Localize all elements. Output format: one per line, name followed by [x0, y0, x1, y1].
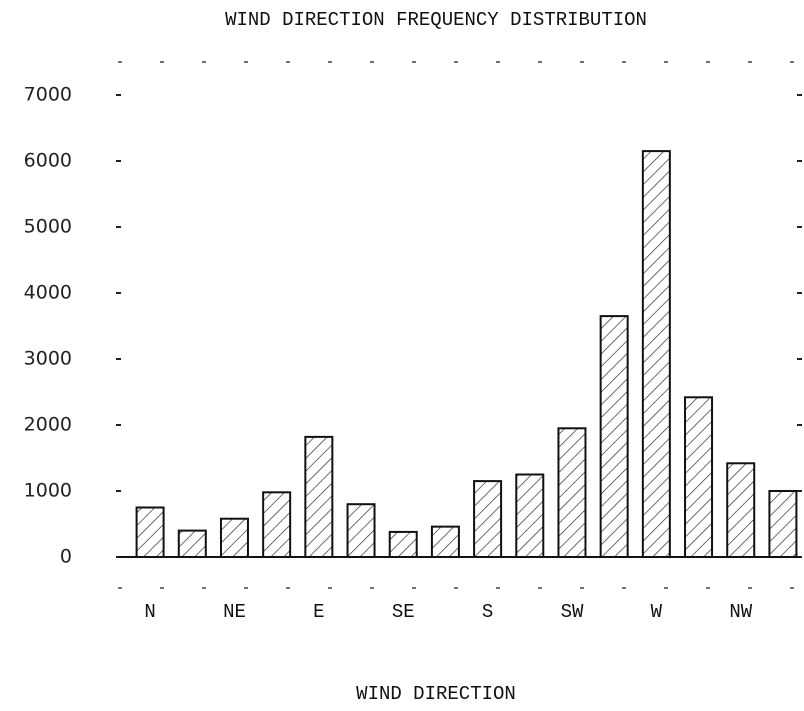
bar: [135, 506, 165, 558]
y-tick-label: 1000: [24, 480, 72, 502]
bar: [304, 435, 334, 559]
bar: [262, 491, 292, 559]
bar: [219, 517, 249, 558]
x-tick-label: NW: [729, 601, 752, 623]
y-tick-label: 6000: [24, 150, 72, 172]
bar: [726, 462, 756, 558]
bar: [177, 529, 207, 558]
x-tick-label: N: [144, 601, 155, 623]
bar: [430, 525, 460, 559]
bar: [557, 427, 587, 558]
bar: [684, 396, 714, 558]
x-tick-label: E: [313, 601, 324, 623]
y-tick-label: 2000: [24, 414, 72, 436]
y-tick-label: 0: [60, 546, 72, 568]
y-tick-label: 7000: [24, 84, 72, 106]
x-tick-label: NE: [223, 601, 246, 623]
bar: [768, 490, 798, 558]
y-tick-label: 4000: [24, 282, 72, 304]
x-tick-label: W: [651, 601, 663, 623]
x-axis-label: WIND DIRECTION: [356, 683, 516, 705]
bar: [641, 150, 671, 558]
y-tick-label: 5000: [24, 216, 72, 238]
bar: [515, 473, 545, 558]
bar: [599, 315, 629, 558]
bar: [473, 480, 503, 559]
y-tick-label: 3000: [24, 348, 72, 370]
x-tick-label: SE: [392, 601, 415, 623]
x-tick-label: SW: [561, 601, 584, 623]
bar: [346, 503, 376, 559]
bar: [388, 530, 418, 558]
x-tick-label: S: [482, 601, 493, 623]
chart-title: WIND DIRECTION FREQUENCY DISTRIBUTION: [225, 9, 647, 31]
